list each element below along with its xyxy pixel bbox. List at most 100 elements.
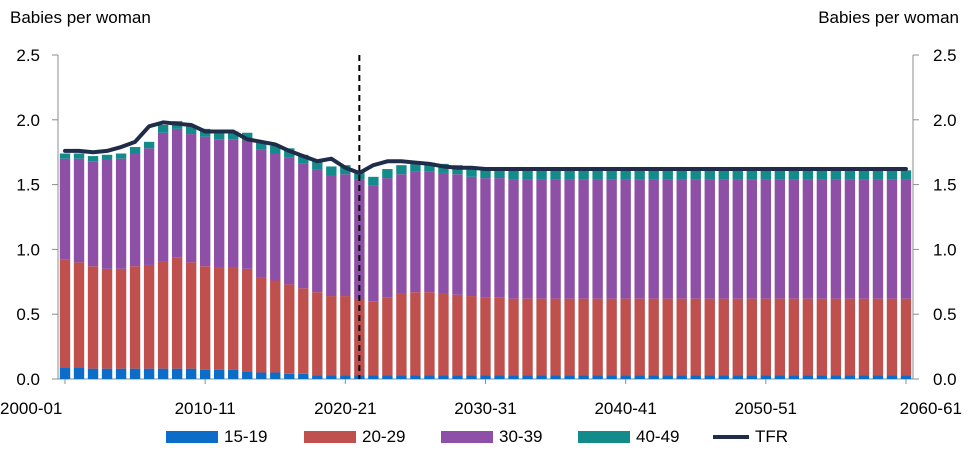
bar-segment-20-29	[788, 298, 800, 376]
bar-segment-30-39	[550, 179, 561, 299]
bar-segment-30-39	[59, 158, 71, 260]
bar-segment-15-19	[171, 368, 183, 379]
bar-segment-15-19	[592, 375, 603, 379]
bar-segment-30-39	[157, 132, 169, 262]
bar-segment-15-19	[494, 375, 505, 379]
legend-line-tfr	[713, 435, 749, 439]
bar-segment-40-49	[73, 153, 85, 159]
bar-segment-15-19	[298, 373, 309, 379]
bar-segment-20-29	[662, 298, 673, 376]
bar-segment-30-39	[802, 179, 814, 299]
bar-segment-20-29	[816, 298, 828, 376]
bar-segment-20-29	[844, 298, 856, 376]
bar-segment-15-19	[326, 375, 337, 379]
bar-segment-20-29	[424, 292, 435, 376]
bar-segment-40-49	[368, 176, 379, 186]
bar-segment-40-49	[690, 170, 701, 180]
legend-swatch-15-19	[166, 431, 218, 443]
bar-segment-20-29	[858, 298, 870, 376]
bar-segment-15-19	[648, 375, 659, 379]
bar-segment-30-39	[452, 174, 463, 295]
bar-segment-15-19	[129, 368, 141, 379]
bar-segment-20-29	[900, 298, 912, 376]
bar-segment-30-39	[87, 161, 99, 267]
bar-segment-30-39	[760, 179, 772, 299]
bar-segment-40-49	[101, 154, 113, 160]
bar-segment-30-39	[480, 178, 491, 298]
bar-segment-15-19	[199, 369, 211, 379]
bar-segment-20-29	[480, 297, 491, 376]
bar-segment-40-49	[886, 170, 898, 180]
bar-segment-20-29	[157, 261, 169, 369]
bar-segment-40-49	[115, 153, 127, 159]
bar-segment-30-39	[298, 163, 309, 289]
bar-segment-30-39	[844, 179, 856, 299]
bar-segment-15-19	[256, 372, 267, 379]
bar-segment-40-49	[550, 170, 561, 180]
bar-segment-15-19	[368, 375, 379, 379]
bar-segment-20-29	[550, 298, 561, 376]
bar-segment-40-49	[760, 170, 772, 180]
x-tick-label: 2020-21	[314, 399, 376, 418]
bar-segment-15-19	[185, 368, 197, 379]
x-tick-label: 2050-51	[735, 399, 797, 418]
bar-segment-20-29	[872, 298, 884, 376]
bar-segment-40-49	[746, 170, 757, 180]
bar-segment-40-49	[788, 170, 800, 180]
bar-segment-40-49	[87, 156, 99, 162]
bar-segment-40-49	[564, 170, 575, 180]
bar-segment-20-29	[101, 268, 113, 369]
x-tick-label: 2060-61	[900, 399, 962, 418]
legend-label-tfr: TFR	[755, 427, 789, 446]
bar-segment-15-19	[410, 375, 421, 379]
bar-segment-40-49	[872, 170, 884, 180]
bar-segment-30-39	[508, 179, 519, 299]
bar-segment-20-29	[129, 266, 141, 369]
y-tick-label-right: 2.0	[933, 111, 957, 130]
bar-segment-15-19	[704, 375, 715, 379]
bar-segment-20-29	[690, 298, 701, 376]
bar-segment-40-49	[704, 170, 715, 180]
bar-segment-20-29	[185, 262, 197, 369]
bar-segment-40-49	[59, 153, 71, 159]
bar-segment-15-19	[634, 375, 645, 379]
bar-segment-40-49	[830, 170, 842, 180]
bar-segment-30-39	[592, 179, 603, 299]
bar-segment-20-29	[87, 266, 99, 369]
tfr-line	[63, 120, 908, 175]
bar-segment-30-39	[788, 179, 800, 299]
bar-segment-15-19	[676, 375, 687, 379]
bar-segment-20-29	[368, 301, 379, 376]
bar-segment-30-39	[886, 179, 898, 299]
y-tick-label-left: 1.5	[16, 176, 40, 195]
bar-segment-15-19	[382, 375, 393, 379]
bar-segment-15-19	[522, 375, 533, 379]
x-tick-label: 2010-11	[175, 399, 236, 418]
bar-segment-15-19	[270, 372, 281, 379]
bar-segment-20-29	[199, 266, 211, 370]
bar-segment-40-49	[396, 165, 407, 175]
bar-segment-30-39	[816, 179, 828, 299]
bar-segment-30-39	[270, 153, 281, 281]
bar-segment-15-19	[578, 375, 589, 379]
bar-segment-15-19	[73, 367, 85, 379]
bar-segment-30-39	[872, 179, 884, 299]
bar-segment-30-39	[662, 179, 673, 299]
y-tick-label-right: 2.5	[933, 46, 957, 65]
bar-segment-15-19	[620, 375, 631, 379]
bar-segment-30-39	[438, 172, 449, 294]
bar-segment-15-19	[438, 375, 449, 379]
bar-segment-15-19	[452, 375, 463, 379]
bar-segment-30-39	[396, 174, 407, 294]
bar-segment-20-29	[802, 298, 814, 376]
bar-segment-20-29	[326, 296, 337, 376]
bar-segment-30-39	[522, 179, 533, 299]
bar-segment-15-19	[214, 369, 225, 379]
x-tick-label: 2000-01	[0, 399, 62, 418]
bar-segment-15-19	[746, 375, 757, 379]
bar-segment-15-19	[858, 375, 870, 379]
bar-segment-15-19	[760, 375, 772, 379]
legend-item-40-49: 40-49	[578, 427, 679, 447]
bar-segment-20-29	[228, 267, 239, 370]
